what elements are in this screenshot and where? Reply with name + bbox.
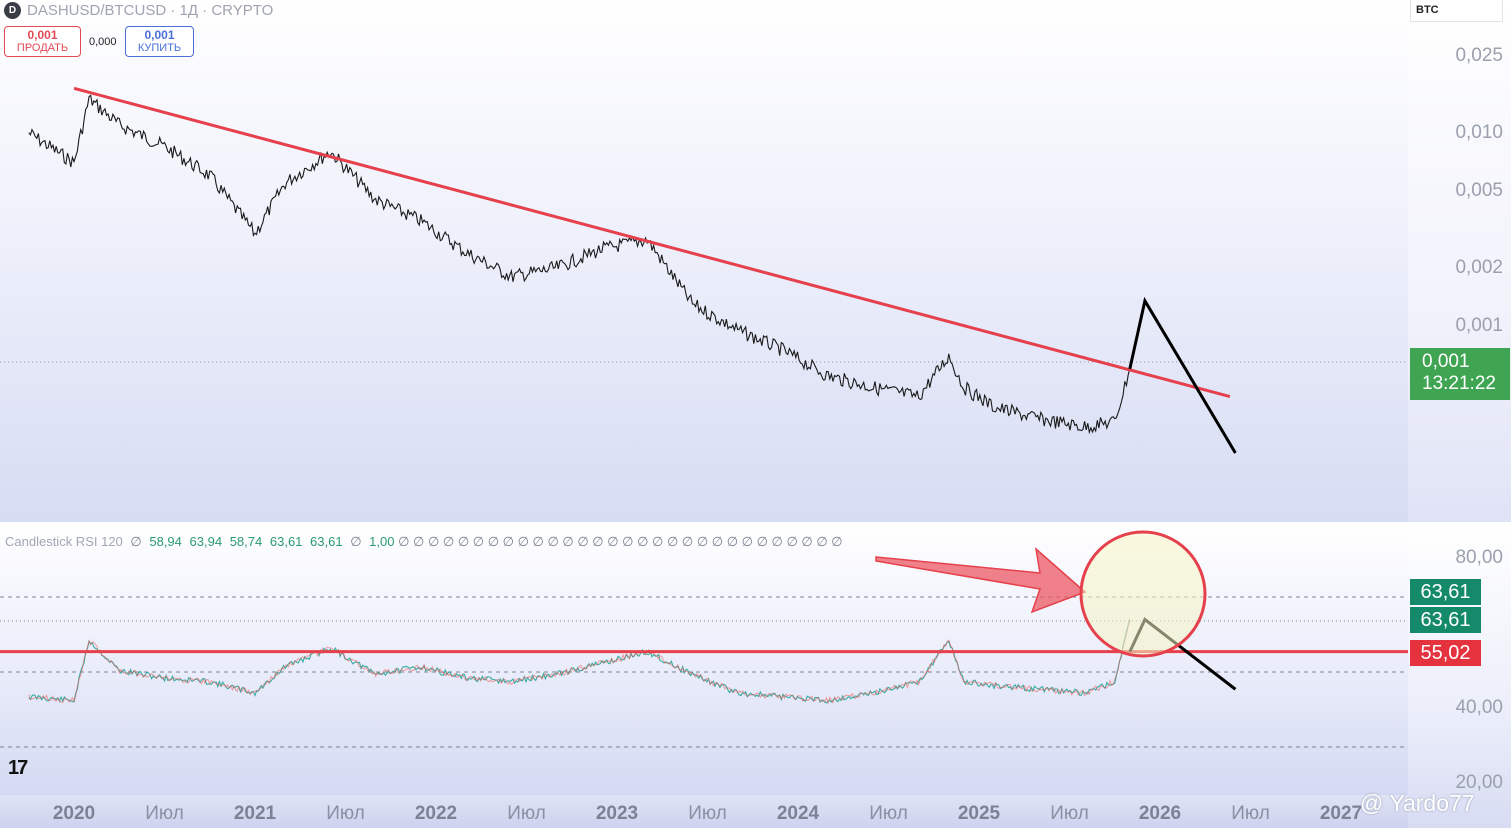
rsi-legend-empty: ∅ <box>350 534 362 549</box>
price-trendline <box>73 86 1231 399</box>
price-chart[interactable] <box>0 0 1408 522</box>
time-axis-label: Июл <box>869 803 908 824</box>
rsi-axis-tick: 80,00 <box>1455 547 1503 568</box>
symbol-header[interactable]: D DASHUSD/BTCUSD · 1Д · CRYPTO <box>4 2 273 19</box>
time-axis-label: 2026 <box>1138 803 1182 824</box>
price-axis[interactable]: 0,025 0,010 0,005 0,002 0,001 <box>1408 0 1511 522</box>
rsi-legend-empty-slots: ∅ ∅ ∅ ∅ ∅ ∅ ∅ ∅ ∅ ∅ ∅ ∅ ∅ ∅ ∅ ∅ ∅ ∅ ∅ ∅ … <box>398 534 843 549</box>
tradingview-logo-icon[interactable]: 17 <box>8 757 28 779</box>
rsi-panel[interactable] <box>0 525 1408 795</box>
symbol-title: DASHUSD/BTCUSD · 1Д · CRYPTO <box>27 2 274 19</box>
last-price: 0,001 <box>1422 351 1470 372</box>
time-axis-label: Июл <box>1050 803 1089 824</box>
rsi-legend-value: 63,61 <box>310 534 343 549</box>
sell-price: 0,001 <box>27 28 58 42</box>
rsi-value-badge: 63,61 <box>1410 607 1481 633</box>
time-axis-label: Июл <box>507 803 546 824</box>
price-series-line <box>28 94 1131 435</box>
sell-button[interactable]: 0,001 ПРОДАТЬ <box>4 26 81 57</box>
last-price-badge: 0,001 13:21:22 <box>1410 348 1510 400</box>
rsi-projection-line <box>1128 617 1237 691</box>
time-axis-label: 2027 <box>1319 803 1363 824</box>
price-projection-line <box>1128 296 1237 454</box>
time-axis-label: 2024 <box>776 803 820 824</box>
rsi-legend-empty: ∅ <box>130 534 142 549</box>
price-axis-tick: 0,001 <box>1455 315 1503 336</box>
buy-label: КУПИТЬ <box>137 42 182 54</box>
sell-label: ПРОДАТЬ <box>16 42 69 54</box>
rsi-series-line-shadow <box>28 619 1131 705</box>
rsi-legend-value: 63,94 <box>189 534 223 549</box>
time-axis-label: Июл <box>145 803 184 824</box>
time-axis-label: 2022 <box>414 803 458 824</box>
rsi-legend-value: 63,61 <box>269 534 303 549</box>
time-axis-label: 2025 <box>957 803 1001 824</box>
price-axis-tick: 0,002 <box>1455 256 1503 278</box>
currency-selector[interactable]: BTC <box>1410 0 1503 22</box>
price-axis-tick: 0,025 <box>1455 45 1503 66</box>
rsi-legend-value: 58,74 <box>229 534 263 549</box>
buy-button[interactable]: 0,001 КУПИТЬ <box>125 26 194 57</box>
time-axis-label: Июл <box>1231 803 1270 824</box>
time-axis-label: Июл <box>688 803 727 824</box>
rsi-axis-tick: 20,00 <box>1455 772 1503 793</box>
rsi-legend-name: Candlestick RSI 120 <box>5 534 123 549</box>
time-axis-label: 2020 <box>52 803 96 824</box>
rsi-legend[interactable]: Candlestick RSI 120 ∅ 58,94 63,94 58,74 … <box>5 534 843 550</box>
spread-value: 0,000 <box>89 36 117 48</box>
bar-countdown: 13:21:22 <box>1422 373 1496 394</box>
rsi-axis-tick: 40,00 <box>1455 697 1503 718</box>
rsi-chart[interactable] <box>0 525 1408 795</box>
price-axis-tick: 0,010 <box>1455 121 1503 143</box>
time-axis[interactable]: 2020 Июл 2021 Июл 2022 Июл 2023 Июл 2024 Июл 2025 И… <box>0 795 1408 828</box>
rsi-axis[interactable]: 80,00 40,00 20,00 <box>1408 525 1511 828</box>
dash-logo-icon: D <box>4 2 21 19</box>
price-axis-tick: 0,005 <box>1455 180 1503 201</box>
time-axis-label: 2021 <box>233 803 277 824</box>
rsi-legend-value: 58,94 <box>149 534 182 549</box>
buy-price: 0,001 <box>144 28 175 42</box>
time-axis-label: 2023 <box>595 803 639 824</box>
rsi-value-badge: 63,61 <box>1410 579 1481 605</box>
rsi-level-badge: 55,02 <box>1410 640 1481 666</box>
panel-divider[interactable] <box>0 522 1511 525</box>
price-panel[interactable] <box>0 0 1408 522</box>
rsi-legend-value: 1,00 <box>369 534 395 549</box>
time-axis-label: Июл <box>326 803 365 824</box>
author-watermark: @ Yardo77 <box>1360 790 1475 816</box>
rsi-series-line <box>28 619 1131 704</box>
